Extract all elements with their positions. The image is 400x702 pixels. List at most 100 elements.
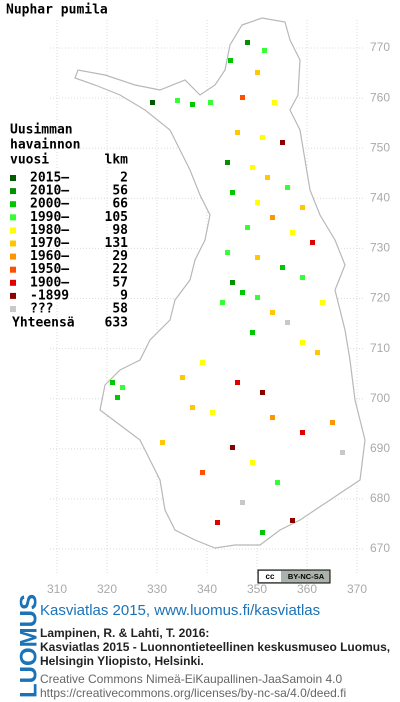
observation-square [260, 530, 265, 535]
legend-count: 66 [112, 197, 128, 212]
y-tick-label: 730 [370, 241, 390, 255]
observation-square [190, 405, 195, 410]
legend-count: 2 [120, 171, 128, 186]
legend-count-header: lkm [105, 153, 129, 168]
x-tick-label: 320 [97, 582, 117, 596]
observation-square [255, 255, 260, 260]
x-tick-label: 360 [297, 582, 317, 596]
legend-swatch [10, 214, 16, 221]
observation-square [225, 250, 230, 255]
legend-label: -1899 [30, 288, 69, 303]
observation-square [225, 160, 230, 165]
y-tick-label: 740 [370, 190, 390, 204]
observation-square [235, 130, 240, 135]
y-tick-label: 770 [370, 40, 390, 54]
observation-square [120, 385, 125, 390]
legend-label: 1970– [30, 236, 69, 251]
observation-square [300, 205, 305, 210]
legend-total: 633 [105, 316, 128, 331]
observation-square [230, 280, 235, 285]
observation-square [255, 70, 260, 75]
x-tick-label: 350 [247, 582, 267, 596]
observation-square [262, 48, 267, 53]
observation-square [300, 430, 305, 435]
observation-square [190, 102, 195, 107]
legend-swatch [10, 201, 16, 208]
license-badge: cc BY-NC-SA [257, 569, 331, 584]
observation-square [250, 460, 255, 465]
observation-square [255, 200, 260, 205]
citation-line: Lampinen, R. & Lahti, T. 2016: [40, 626, 209, 640]
observation-square [285, 320, 290, 325]
observation-square [250, 165, 255, 170]
legend-label: 2000– [30, 197, 69, 212]
observation-square [290, 518, 295, 523]
observation-square [265, 175, 270, 180]
legend-title: havainnon [10, 138, 80, 153]
legend-swatch [10, 253, 16, 260]
legend-swatch [10, 240, 16, 247]
legend-title: vuosi [10, 153, 49, 168]
legend-count: 131 [105, 236, 129, 251]
observation-square [300, 340, 305, 345]
observation-square [300, 275, 305, 280]
atlas-link: Kasviatlas 2015, www.luomus.fi/kasviatla… [40, 602, 320, 619]
legend-count: 58 [112, 302, 128, 317]
observation-square [270, 415, 275, 420]
observation-square [280, 140, 285, 145]
observation-square [200, 360, 205, 365]
x-tick-label: 330 [147, 582, 167, 596]
observation-square [160, 440, 165, 445]
legend-label: 1900– [30, 275, 69, 290]
y-tick-label: 680 [370, 491, 390, 505]
observation-square [240, 95, 245, 100]
observation-square [250, 330, 255, 335]
legend-swatch [10, 292, 16, 299]
y-tick-label: 670 [370, 541, 390, 555]
legend-swatch [10, 279, 16, 286]
legend-label: 1990– [30, 210, 69, 225]
observation-square [340, 450, 345, 455]
legend-label: 1950– [30, 262, 69, 277]
legend-total-label: Yhteensä [12, 316, 75, 331]
license-line: Creative Commons Nimeä-EiKaupallinen-Jaa… [40, 672, 342, 686]
legend-count: 56 [112, 184, 128, 199]
legend-count: 105 [105, 210, 128, 225]
observation-square [230, 445, 235, 450]
observation-square [280, 265, 285, 270]
observation-square [230, 190, 235, 195]
legend-swatch [10, 175, 16, 181]
y-tick-label: 720 [370, 291, 390, 305]
y-tick-label: 700 [370, 391, 390, 405]
observation-square [285, 185, 290, 190]
observation-square [228, 58, 233, 63]
observation-square [272, 100, 277, 105]
legend-swatch [10, 306, 16, 312]
observation-square [255, 295, 260, 300]
observation-square [240, 290, 245, 295]
species-title: Nuphar pumila [6, 3, 108, 18]
brand-logo: LUOMUS [15, 594, 42, 698]
x-tick-label: 310 [47, 582, 67, 596]
legend-count: 98 [112, 223, 128, 238]
legend-swatch [10, 227, 16, 234]
badge-text: BY-NC-SA [288, 572, 325, 581]
observation-square [310, 240, 315, 245]
observation-square [320, 300, 325, 305]
citation-line: Kasviatlas 2015 - Luonnontieteellinen ke… [40, 640, 390, 654]
observation-square [240, 500, 245, 505]
legend-label: 1960– [30, 249, 69, 264]
legend-swatch [10, 188, 16, 195]
y-tick-label: 760 [370, 90, 390, 104]
observation-square [260, 390, 265, 395]
y-tick-label: 750 [370, 140, 390, 154]
observation-square [235, 380, 240, 385]
badge-icon: cc [266, 572, 275, 581]
observation-square [245, 40, 250, 45]
observation-square [275, 480, 280, 485]
observation-square [315, 350, 320, 355]
observation-square [290, 230, 295, 235]
observation-square [210, 410, 215, 415]
observation-square [245, 225, 250, 230]
